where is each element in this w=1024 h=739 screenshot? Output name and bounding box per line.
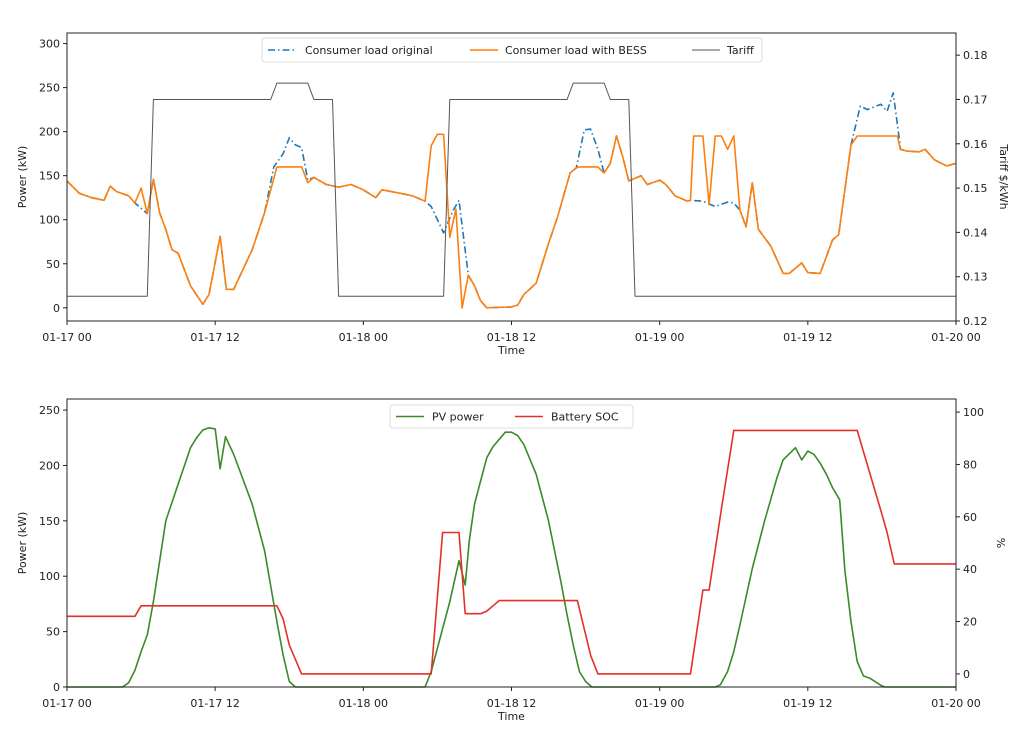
y-tick-label: 50	[46, 258, 60, 271]
y-right-tick-label: 40	[963, 563, 977, 576]
x-tick-label: 01-18 00	[339, 331, 388, 344]
y-right-tick-label: 0.13	[963, 271, 988, 284]
legend-label: PV power	[432, 411, 484, 424]
legend-box	[389, 404, 634, 429]
y-right-tick-label: 20	[963, 616, 977, 629]
y-tick-label: 0	[53, 681, 60, 694]
x-tick-label: 01-18 12	[487, 697, 536, 710]
y-right-tick-label: 0.14	[963, 226, 988, 239]
y-right-tick-label: 0.17	[963, 93, 988, 106]
x-tick-label: 01-19 12	[783, 331, 832, 344]
legend-label: Consumer load original	[305, 44, 433, 57]
y-tick-label: 50	[46, 626, 60, 639]
y-right-tick-label: 0.18	[963, 49, 988, 62]
y-tick-label: 150	[39, 515, 60, 528]
x-tick-label: 01-18 00	[339, 697, 388, 710]
series-line-tariff	[67, 82, 956, 297]
series-line-consumer-load-original	[66, 92, 957, 309]
y-right-tick-label: 60	[963, 511, 977, 524]
x-tick-label: 01-20 00	[931, 331, 980, 344]
x-tick-label: 01-20 00	[931, 697, 980, 710]
series-line-battery-soc	[67, 429, 956, 675]
x-tick-label: 01-19 00	[635, 331, 684, 344]
series-line-pv-power	[67, 427, 956, 688]
y-right-tick-label: 0.16	[963, 138, 988, 151]
x-tick-label: 01-18 12	[487, 331, 536, 344]
y-right-tick-label: 100	[963, 406, 984, 419]
y-right-axis-label: Tariff $/kWh	[997, 143, 1010, 209]
legend-label: Battery SOC	[551, 411, 619, 424]
y-tick-label: 0	[53, 302, 60, 315]
y-tick-label: 150	[39, 170, 60, 183]
x-axis-label: Time	[497, 710, 525, 723]
y-tick-label: 250	[39, 82, 60, 95]
x-axis-label: Time	[497, 344, 525, 357]
y-right-tick-label: 0	[963, 668, 970, 681]
y-tick-label: 200	[39, 459, 60, 472]
legend-label: Tariff	[726, 44, 754, 57]
x-tick-label: 01-17 00	[42, 331, 91, 344]
y-tick-label: 100	[39, 214, 60, 227]
y-right-tick-label: 0.15	[963, 182, 988, 195]
legend: PV power Battery SOC	[389, 404, 634, 429]
axes-frame	[66, 398, 957, 688]
legend-label: Consumer load with BESS	[505, 44, 647, 57]
chart-1: 01-17 00 01-17 12 01-18 00 01-18 12 01-19 00…	[16, 32, 1010, 357]
x-tick-label: 01-19 00	[635, 697, 684, 710]
x-tick-label: 01-17 00	[42, 697, 91, 710]
legend-box	[261, 37, 763, 63]
y-tick-label: 250	[39, 404, 60, 417]
axes-frame	[66, 32, 957, 322]
chart-2: 01-17 00 01-17 12 01-18 00 01-18 12 01-19 00…	[16, 398, 1007, 723]
y-axis-label: Power (kW)	[16, 146, 29, 209]
x-tick-label: 01-17 12	[190, 697, 239, 710]
y-right-tick-label: 0.12	[963, 315, 988, 328]
y-tick-label: 200	[39, 126, 60, 139]
x-tick-label: 01-17 12	[190, 331, 239, 344]
y-right-axis-label: %	[994, 538, 1007, 548]
legend: Consumer load original Consumer load with…	[261, 37, 763, 63]
y-right-tick-label: 80	[963, 458, 977, 471]
y-axis-label: Power (kW)	[16, 512, 29, 575]
y-tick-label: 300	[39, 38, 60, 51]
series-line-consumer-load-with-bess	[66, 133, 957, 309]
y-tick-label: 100	[39, 570, 60, 583]
x-tick-label: 01-19 12	[783, 697, 832, 710]
